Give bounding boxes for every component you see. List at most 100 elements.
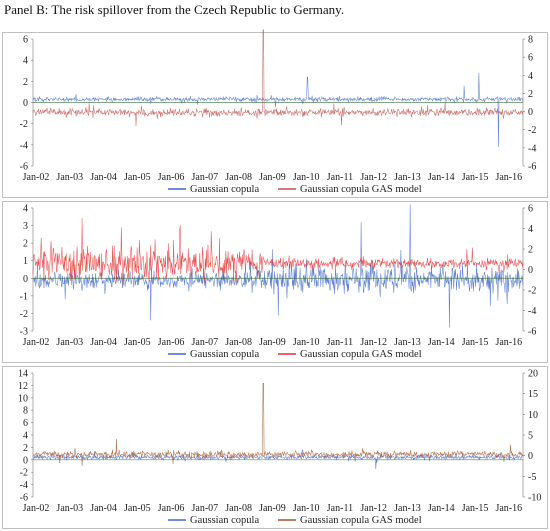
left-tick-label: -6 xyxy=(20,493,28,504)
x-tick-label: Jan-07 xyxy=(192,337,219,348)
left-tick-label: -1 xyxy=(20,291,28,302)
x-tick-label: Jan-08 xyxy=(225,503,252,514)
x-tick-label: Jan-15 xyxy=(462,172,489,183)
left-tick-label: 2 xyxy=(23,77,28,88)
left-tick-label: 2 xyxy=(23,239,28,250)
x-tick-label: Jan-07 xyxy=(192,503,219,514)
x-tick-label: Jan-03 xyxy=(56,503,83,514)
left-tick-label: 0 xyxy=(23,274,28,285)
x-tick-label: Jan-02 xyxy=(23,337,50,348)
x-tick-label: Jan-16 xyxy=(495,337,522,348)
left-tick-label: -2 xyxy=(20,309,28,320)
x-tick-label: Jan-10 xyxy=(293,337,320,348)
x-tick-label: Jan-06 xyxy=(158,503,185,514)
left-tick-label: 12 xyxy=(18,381,28,392)
x-tick-label: Jan-07 xyxy=(192,172,219,183)
right-tick-label: 8 xyxy=(528,35,533,46)
x-tick-label: Jan-03 xyxy=(56,337,83,348)
x-tick-label: Jan-14 xyxy=(428,337,455,348)
x-tick-label: Jan-08 xyxy=(225,172,252,183)
series-line-gaussian-copula-gas xyxy=(32,29,524,127)
left-tick-label: -3 xyxy=(20,327,28,338)
left-tick-label: -4 xyxy=(20,480,28,491)
x-tick-label: Jan-14 xyxy=(428,172,455,183)
series-line-gaussian-copula-gas xyxy=(32,218,524,286)
right-tick-label: -2 xyxy=(528,286,536,297)
left-tick-label: -6 xyxy=(20,162,28,173)
x-tick-label: Jan-14 xyxy=(428,503,455,514)
right-tick-label: 2 xyxy=(528,89,533,100)
left-tick-label: -2 xyxy=(20,468,28,479)
x-tick-label: Jan-04 xyxy=(90,503,117,514)
right-tick-label: -5 xyxy=(528,472,536,483)
legend-label-gas: Gaussian copula GAS model xyxy=(300,515,422,526)
x-tick-label: Jan-16 xyxy=(495,172,522,183)
chart-panel-2: 4 3 2 1 0 -1 -2 -3 6 4 2 0 -2 -4 -6 Jan-02 Jan-03 Jan-04 J… xyxy=(2,201,548,363)
x-tick-label: Jan-11 xyxy=(327,503,353,514)
x-tick-label: Jan-16 xyxy=(495,503,522,514)
x-tick-label: Jan-10 xyxy=(293,503,320,514)
left-tick-label: -2 xyxy=(20,119,28,130)
chart-2-svg: 4 3 2 1 0 -1 -2 -3 6 4 2 0 -2 -4 -6 Jan-02 Jan-03 Jan-04 J… xyxy=(20,204,537,361)
series-line-gaussian-copula xyxy=(32,72,524,148)
left-tick-label: 14 xyxy=(18,369,28,380)
x-tick-label: Jan-11 xyxy=(327,172,353,183)
x-tick-label: Jan-15 xyxy=(462,337,489,348)
chart-panel-3: 14 12 10 8 6 4 2 0 -2 -4 -6 20 15 10 5 0 -5 -10 Jan-02 Jan-… xyxy=(2,366,548,529)
left-tick-label: 1 xyxy=(23,256,28,267)
right-tick-label: -4 xyxy=(528,306,536,317)
right-tick-label: -4 xyxy=(528,143,536,154)
x-tick-label: Jan-06 xyxy=(158,172,185,183)
left-tick-label: 10 xyxy=(18,393,28,404)
right-tick-label: 10 xyxy=(528,410,538,421)
legend-label-gas: Gaussian copula GAS model xyxy=(300,349,422,360)
left-tick-label: 6 xyxy=(23,35,28,46)
right-tick-label: 4 xyxy=(528,71,533,82)
left-tick-label: -4 xyxy=(20,140,28,151)
series-line-gaussian-copula-gas xyxy=(32,383,524,467)
x-tick-label: Jan-06 xyxy=(158,337,185,348)
left-tick-label: 0 xyxy=(23,98,28,109)
x-tick-label: Jan-05 xyxy=(124,172,151,183)
right-tick-label: -10 xyxy=(528,493,541,504)
x-tick-label: Jan-02 xyxy=(23,503,50,514)
x-tick-label: Jan-12 xyxy=(360,503,387,514)
left-tick-label: 0 xyxy=(23,455,28,466)
x-tick-label: Jan-02 xyxy=(23,172,50,183)
right-tick-label: -2 xyxy=(528,125,536,136)
right-tick-label: 0 xyxy=(528,107,533,118)
x-tick-label: Jan-13 xyxy=(394,172,421,183)
right-tick-label: 2 xyxy=(528,245,533,256)
x-tick-label: Jan-11 xyxy=(327,337,353,348)
x-tick-label: Jan-09 xyxy=(259,337,286,348)
x-tick-label: Jan-09 xyxy=(259,172,286,183)
x-tick-label: Jan-04 xyxy=(90,337,117,348)
x-tick-label: Jan-15 xyxy=(462,503,489,514)
x-tick-label: Jan-08 xyxy=(225,337,252,348)
x-tick-label: Jan-05 xyxy=(124,503,151,514)
right-tick-label: 20 xyxy=(528,369,538,380)
x-tick-label: Jan-10 xyxy=(293,172,320,183)
right-tick-label: 6 xyxy=(528,53,533,64)
left-tick-label: 6 xyxy=(23,418,28,429)
left-tick-label: 4 xyxy=(23,204,28,215)
left-tick-label: 2 xyxy=(23,443,28,454)
legend-label-gas: Gaussian copula GAS model xyxy=(300,184,422,195)
left-tick-label: 4 xyxy=(23,56,28,67)
x-tick-label: Jan-13 xyxy=(394,337,421,348)
legend-label-gaussian: Gaussian copula xyxy=(190,184,259,195)
left-tick-label: 4 xyxy=(23,431,28,442)
right-tick-label: 6 xyxy=(528,204,533,215)
left-tick-label: 8 xyxy=(23,406,28,417)
series-line-gaussian-copula xyxy=(32,204,524,328)
right-tick-label: 15 xyxy=(528,389,538,400)
legend-label-gaussian: Gaussian copula xyxy=(190,349,259,360)
x-tick-label: Jan-12 xyxy=(360,172,387,183)
right-tick-label: 0 xyxy=(528,265,533,276)
x-tick-label: Jan-13 xyxy=(394,503,421,514)
x-tick-label: Jan-05 xyxy=(124,337,151,348)
chart-panel-1: 6 4 2 0 -2 -4 -6 8 6 4 2 0 -2 -4 -6 Jan-02 Jan-03 Jan-04 J… xyxy=(2,29,548,198)
x-tick-label: Jan-03 xyxy=(56,172,83,183)
